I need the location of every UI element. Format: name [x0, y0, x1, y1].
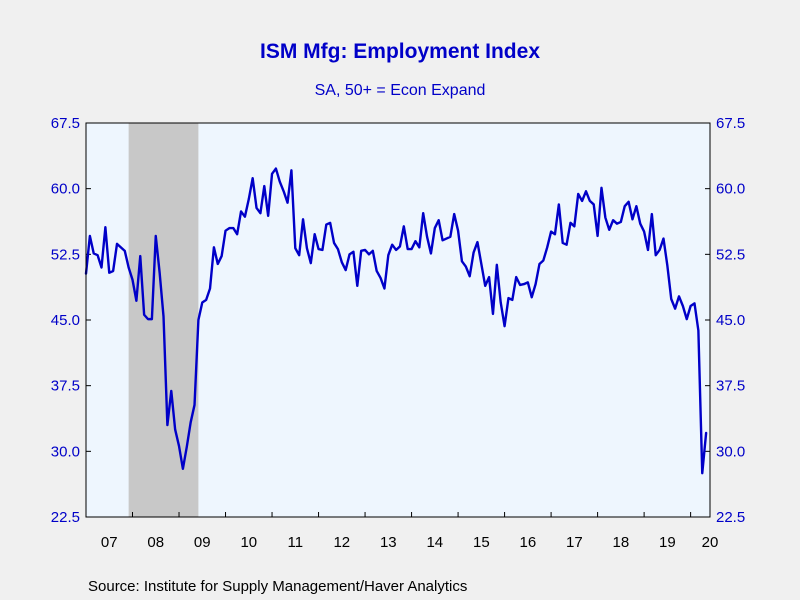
- plot-frame: [85, 122, 711, 518]
- x-tick-label: 14: [426, 534, 443, 551]
- x-tick-label: 12: [333, 534, 350, 551]
- x-tick-label: 17: [566, 534, 583, 551]
- y-tick-label-right: 52.5: [716, 246, 745, 263]
- x-tick-label: 09: [194, 534, 211, 551]
- y-tick-label-right: 67.5: [716, 115, 745, 132]
- y-tick-label-right: 30.0: [716, 443, 745, 460]
- x-tick-label: 15: [473, 534, 490, 551]
- series-line: [84, 167, 708, 475]
- source-note: Source: Institute for Supply Management/…: [88, 578, 467, 595]
- x-tick-label: 07: [101, 534, 118, 551]
- x-tick-label: 20: [702, 534, 719, 551]
- x-tick-label: 08: [147, 534, 164, 551]
- x-tick-label: 13: [380, 534, 397, 551]
- y-tick-label-right: 60.0: [716, 181, 745, 198]
- y-tick-label-left: 67.5: [51, 115, 80, 132]
- chart-title: ISM Mfg: Employment Index: [260, 40, 540, 63]
- x-tick-label: 16: [519, 534, 536, 551]
- y-tick-label-right: 22.5: [716, 509, 745, 526]
- y-tick-label-left: 60.0: [51, 181, 80, 198]
- y-tick-label-left: 45.0: [51, 312, 80, 329]
- x-tick-label: 19: [659, 534, 676, 551]
- y-tick-label-left: 30.0: [51, 443, 80, 460]
- x-tick-label: 10: [240, 534, 257, 551]
- y-tick-label-left: 37.5: [51, 378, 80, 395]
- x-tick-label: 18: [613, 534, 630, 551]
- chart-subtitle: SA, 50+ = Econ Expand: [315, 82, 486, 99]
- y-tick-label-left: 22.5: [51, 509, 80, 526]
- y-tick-label-right: 37.5: [716, 378, 745, 395]
- x-tick-label: 11: [288, 534, 304, 551]
- y-tick-label-right: 45.0: [716, 312, 745, 329]
- y-tick-label-left: 52.5: [51, 246, 80, 263]
